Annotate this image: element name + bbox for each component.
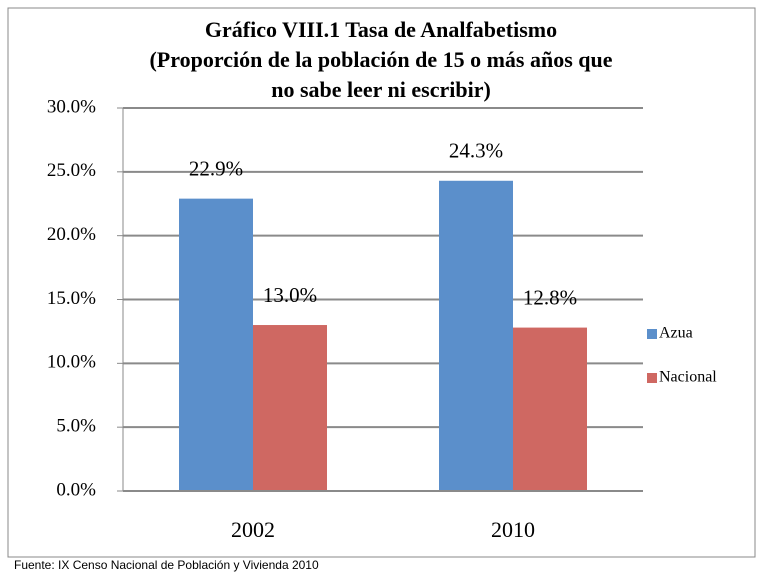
y-tick-label: 15.0% xyxy=(47,288,96,309)
y-tick-label: 20.0% xyxy=(47,224,96,245)
chart-border xyxy=(7,7,756,558)
legend-swatch xyxy=(647,329,657,339)
legend-label: Azua xyxy=(659,325,693,342)
bar xyxy=(439,180,513,491)
x-tick-label: 2002 xyxy=(231,517,275,542)
bar xyxy=(513,327,587,491)
bar xyxy=(179,198,253,492)
y-tick-label: 25.0% xyxy=(47,160,96,181)
bar xyxy=(253,325,327,491)
chart-title: Gráfico VIII.1 Tasa de Analfabetismo xyxy=(205,17,557,42)
y-tick-label: 30.0% xyxy=(47,96,96,117)
source-note: Fuente: IX Censo Nacional de Población y… xyxy=(14,558,319,572)
chart-title: no sabe leer ni escribir) xyxy=(271,77,491,102)
x-tick-label: 2010 xyxy=(491,517,535,542)
y-tick-label: 10.0% xyxy=(47,352,96,373)
value-label: 24.3% xyxy=(449,139,503,163)
chart-title: (Proporción de la población de 15 o más … xyxy=(149,47,612,72)
legend-label: Nacional xyxy=(659,369,717,386)
value-label: 22.9% xyxy=(189,156,243,180)
y-tick-label: 5.0% xyxy=(56,416,96,437)
value-label: 13.0% xyxy=(263,283,317,307)
value-label: 12.8% xyxy=(523,285,577,309)
legend-swatch xyxy=(647,373,657,383)
y-tick-label: 0.0% xyxy=(56,479,96,500)
